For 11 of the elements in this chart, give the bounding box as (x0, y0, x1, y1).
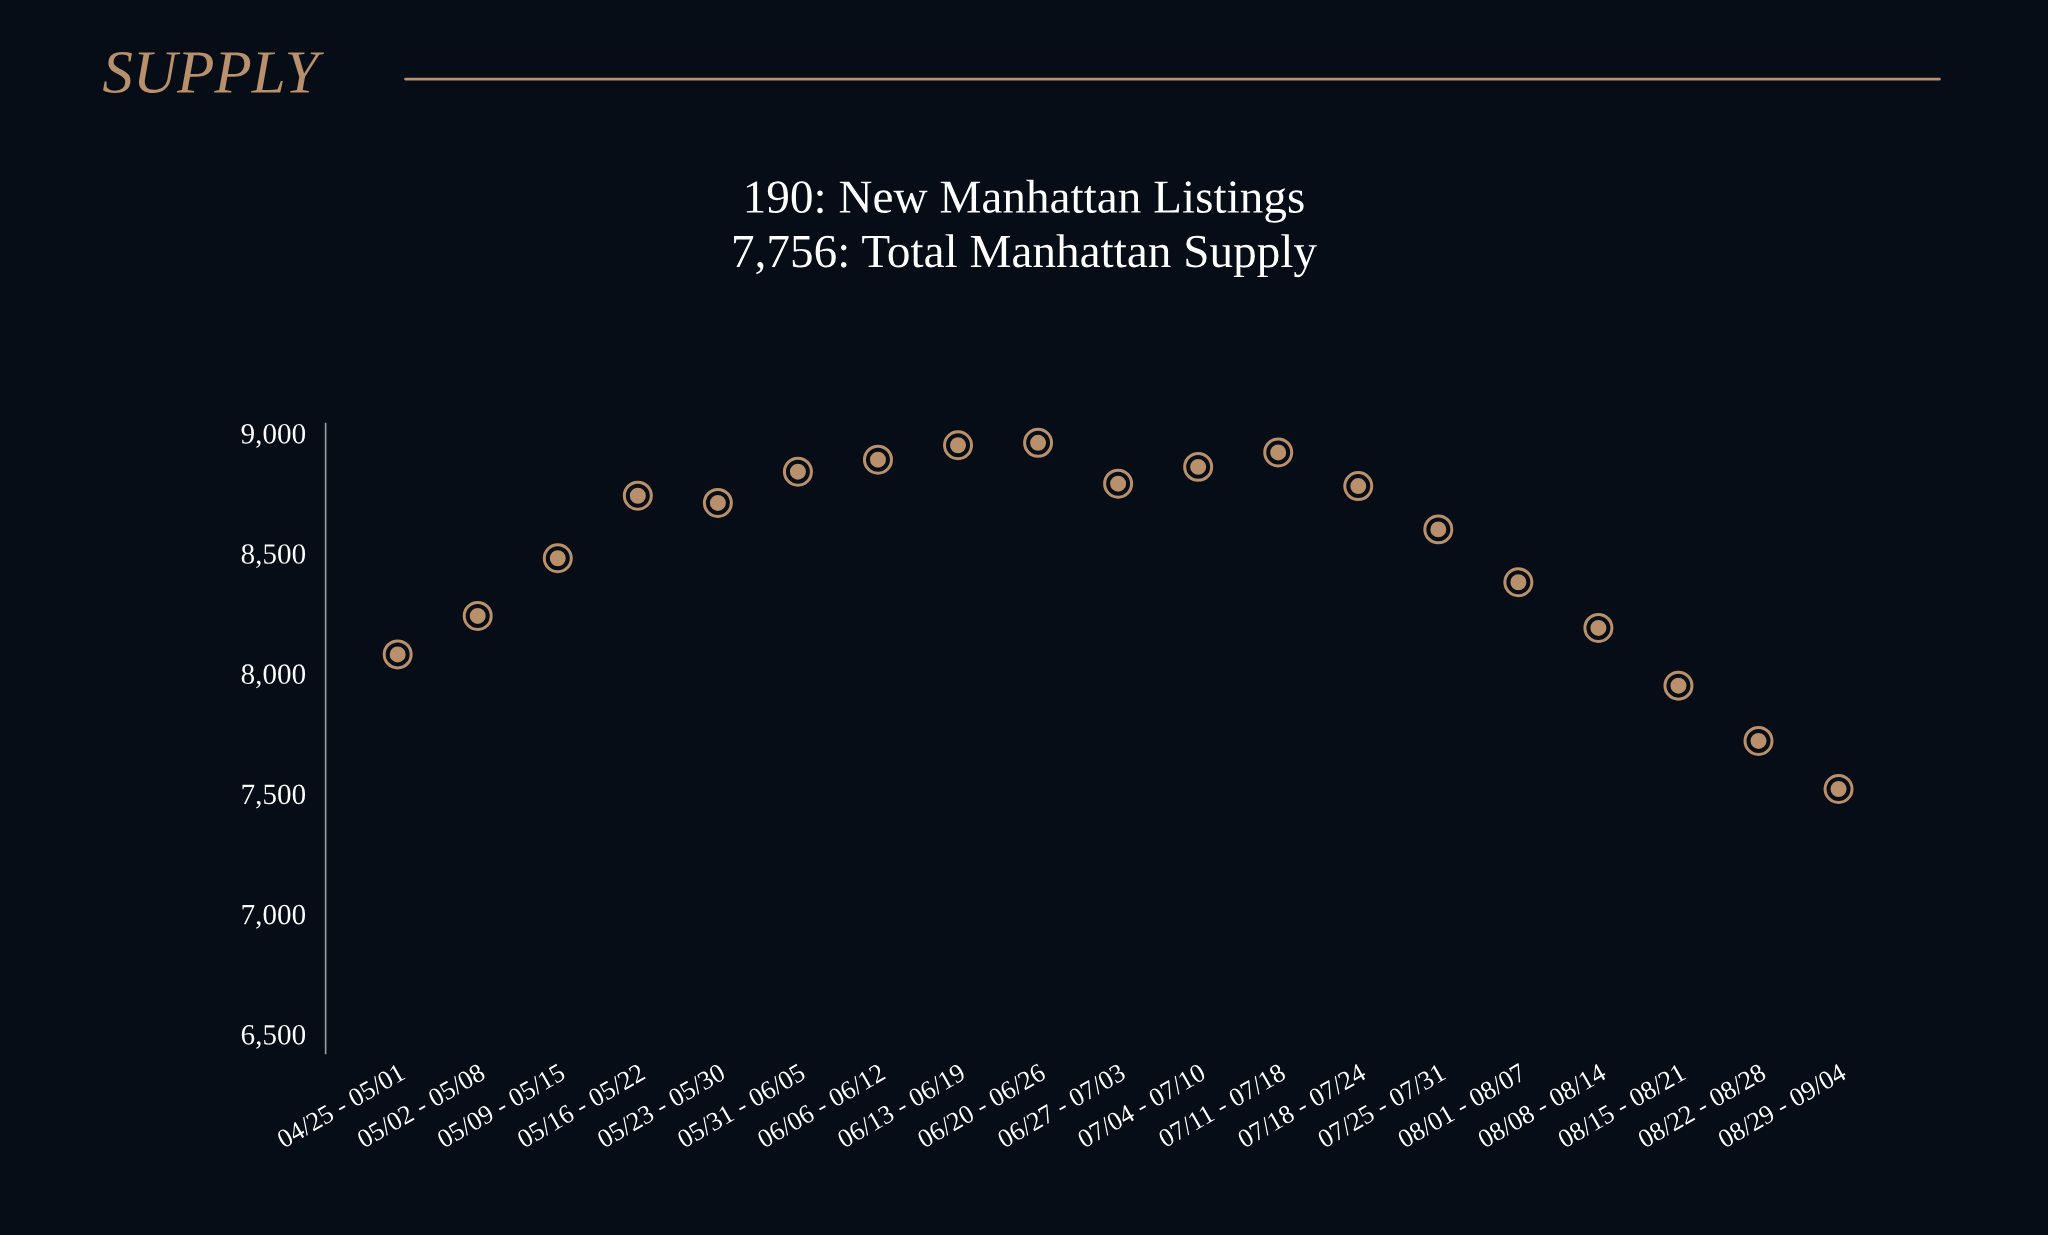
y-tick-label: 8,000 (241, 664, 306, 689)
point (862, 444, 893, 475)
y-tick-label: 6,500 (241, 1024, 306, 1049)
chart-subtitle: 190: New Manhattan Listings 7,756: Total Manhattan Supply (734, 179, 1317, 278)
y-tick-label: 8,500 (241, 544, 306, 569)
y-tick-label: 7,500 (242, 784, 306, 809)
chart-title: SUPPLY (103, 52, 324, 94)
point (943, 430, 974, 461)
y-tick-label: 9,000 (241, 423, 306, 448)
point (1823, 774, 1854, 805)
y-tick-label: 7,000 (242, 904, 306, 929)
